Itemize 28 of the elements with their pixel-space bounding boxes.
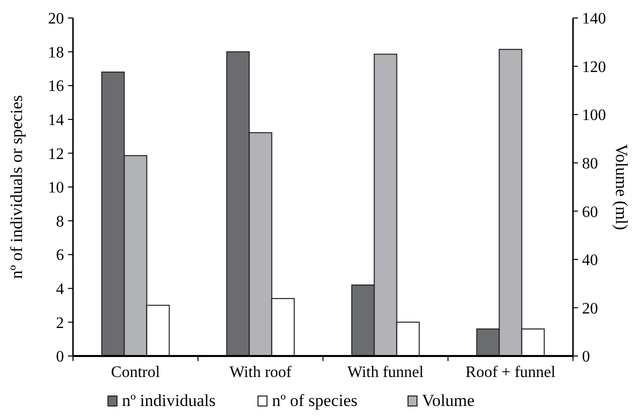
y2-tick-label: 100 [582,107,606,124]
y2-tick-label: 120 [582,58,606,76]
legend-label: Volume [422,391,475,410]
x-tick-label: Control [111,364,160,381]
y2-tick-label: 80 [582,155,598,172]
y-tick-label: 18 [48,44,64,62]
x-tick-label: Roof + funnel [466,364,556,381]
y-tick-label: 16 [48,78,64,96]
y-tick-label: 0 [56,348,64,366]
y2-tick-label: 60 [582,204,598,221]
y-tick-label: 6 [56,247,64,264]
y-tick-label: 12 [48,146,64,163]
y-tick-label: 2 [56,314,64,332]
y2-tick-label: 40 [582,252,598,270]
y2-axis-title: Volume (ml) [612,144,631,230]
y2-tick-label: 140 [582,10,606,28]
y-tick-label: 8 [56,213,64,230]
y-tick-label: 10 [48,180,64,197]
y-tick-label: 4 [56,281,64,298]
x-tick-label: With roof [229,364,292,381]
y-tick-label: 14 [48,112,64,129]
legend-label: nº individuals [122,391,216,410]
y-tick-label: 20 [48,10,64,28]
y-axis-title: nº of individuals or species [7,95,26,279]
legend-label: nº of species [272,391,358,410]
y2-tick-label: 0 [582,348,590,366]
y2-tick-label: 20 [582,300,598,318]
x-tick-label: With funnel [347,364,424,381]
